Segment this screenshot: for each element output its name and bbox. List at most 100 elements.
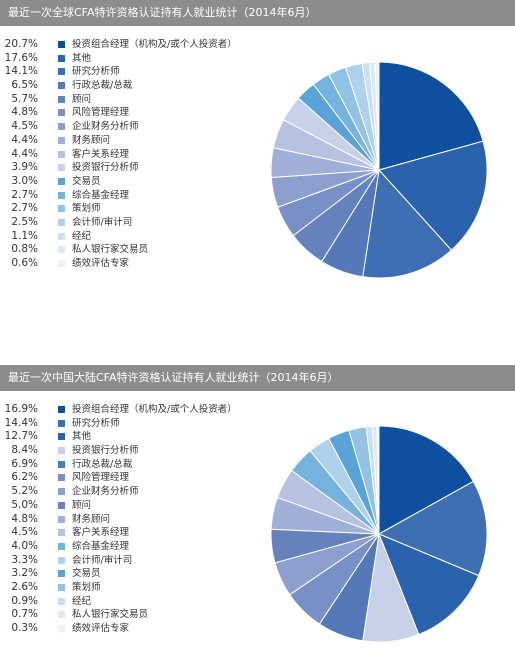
legend-percent: 0.8%: [11, 243, 38, 256]
legend-swatch: [58, 474, 65, 482]
legend-label: 研究分析师: [72, 417, 120, 429]
legend-swatch: [58, 406, 65, 413]
legend-label: 其他: [72, 52, 92, 64]
legend-swatch: [58, 136, 65, 144]
legend-percent: 5.2%: [11, 485, 38, 498]
legend-item: 3.9% 投资银行分析师: [0, 161, 300, 175]
legend-swatch: [58, 205, 65, 213]
legend-percent: 0.7%: [11, 608, 38, 621]
legend-item: 4.8% 财务顾问: [0, 513, 300, 527]
legend-swatch: [58, 597, 65, 605]
legend-item: 4.0% 综合基金经理: [0, 540, 300, 554]
legend-percent: 3.0%: [11, 174, 38, 187]
legend-percent: 17.6%: [4, 51, 38, 64]
legend-item: 2.6% 策划师: [0, 581, 300, 595]
legend-item: 2.7% 综合基金经理: [0, 189, 300, 203]
legend-item: 20.7% 投资组合经理（机构及/或个人投资者）: [0, 38, 300, 52]
legend-percent: 2.7%: [11, 188, 38, 201]
legend-percent: 4.5%: [11, 120, 38, 133]
pie-slice: [374, 61, 380, 171]
legend-label: 风险管理经理: [72, 107, 130, 119]
pie-slice: [376, 425, 380, 535]
legend-label: 经纪: [72, 230, 92, 242]
legend-label: 行政总裁/总裁: [72, 80, 133, 92]
legend-label: 交易员: [72, 175, 101, 187]
legend-percent: 6.5%: [11, 79, 38, 92]
legend-percent: 6.9%: [11, 457, 38, 470]
legend-swatch: [58, 54, 65, 62]
global-chart-panel: 最近一次全球CFA特许资格认证持有人就业统计（2014年6月） 20.7% 投资组…: [0, 0, 515, 279]
legend-percent: 3.3%: [11, 553, 38, 566]
legend-percent: 16.9%: [4, 403, 38, 415]
legend-item: 6.5% 行政总裁/总裁: [0, 79, 300, 93]
chart-title: 最近一次全球CFA特许资格认证持有人就业统计（2014年6月）: [0, 0, 515, 26]
legend-item: 3.2% 交易员: [0, 567, 300, 581]
legend-label: 投资组合经理（机构及/或个人投资者）: [72, 404, 237, 415]
legend-percent: 2.5%: [11, 215, 38, 228]
legend-swatch: [58, 246, 65, 254]
legend-item: 5.2% 企业财务分析师: [0, 485, 300, 499]
legend-label: 投资银行分析师: [72, 445, 139, 457]
legend-item: 0.7% 私人银行家交易员: [0, 608, 300, 622]
legend-label: 投资银行分析师: [72, 162, 139, 174]
legend-swatch: [58, 419, 65, 427]
legend-label: 风险管理经理: [72, 472, 130, 484]
legend-percent: 1.1%: [11, 229, 38, 242]
pie-slice: [378, 533, 480, 636]
legend-label: 顾问: [72, 499, 92, 511]
legend-item: 0.6% 绩效评估专家: [0, 257, 300, 271]
legend-item: 3.3% 会计师/审计司: [0, 554, 300, 568]
legend-label: 客户关系经理: [72, 148, 130, 160]
legend-swatch: [58, 625, 65, 632]
legend-label: 综合基金经理: [72, 189, 130, 201]
pie-slice: [362, 168, 453, 279]
legend-item: 2.7% 策划师: [0, 202, 300, 216]
legend-item: 3.0% 交易员: [0, 175, 300, 189]
legend-swatch: [58, 109, 65, 117]
legend-label: 私人银行家交易员: [72, 609, 149, 621]
legend-label: 企业财务分析师: [72, 486, 139, 498]
legend-swatch: [58, 164, 65, 172]
legend-label: 经纪: [72, 595, 92, 607]
legend-swatch: [58, 150, 65, 158]
legend-item: 4.8% 风险管理经理: [0, 106, 300, 120]
legend-item: 17.6% 其他: [0, 52, 300, 66]
legend-swatch: [58, 611, 65, 619]
legend-percent: 2.6%: [11, 580, 38, 593]
legend-item: 1.1% 经纪: [0, 230, 300, 244]
pie-chart: [270, 425, 488, 643]
legend-percent: 2.7%: [11, 202, 38, 215]
legend-percent: 8.4%: [11, 444, 38, 457]
legend-swatch: [58, 556, 65, 564]
legend-label: 行政总裁/总裁: [72, 458, 133, 470]
legend-swatch: [58, 218, 65, 226]
legend-item: 14.1% 研究分析师: [0, 65, 300, 79]
legend-swatch: [58, 488, 65, 496]
legend-swatch: [58, 177, 65, 185]
legend-percent: 4.4%: [11, 133, 38, 146]
legend-swatch: [58, 433, 65, 441]
pie-slice: [378, 61, 484, 171]
legend-percent: 5.7%: [11, 92, 38, 105]
legend-item: 4.5% 客户关系经理: [0, 526, 300, 540]
legend-percent: 0.9%: [11, 594, 38, 607]
legend-item: 0.8% 私人银行家交易员: [0, 243, 300, 257]
legend-item: 4.5% 企业财务分析师: [0, 120, 300, 134]
legend-label: 策划师: [72, 581, 101, 593]
legend-swatch: [58, 542, 65, 550]
legend-label: 会计师/审计司: [72, 554, 133, 566]
pie-slice: [378, 425, 474, 535]
legend-item: 16.9% 投资组合经理（机构及/或个人投资者）: [0, 403, 300, 417]
legend-label: 财务顾问: [72, 134, 111, 146]
legend-percent: 20.7%: [4, 38, 38, 50]
legend-label: 私人银行家交易员: [72, 244, 149, 256]
chart-legend: 16.9% 投资组合经理（机构及/或个人投资者） 14.4% 研究分析师 12.7% 其他…: [0, 403, 300, 636]
legend-swatch: [58, 460, 65, 468]
legend-swatch: [58, 68, 65, 76]
legend-percent: 0.3%: [11, 622, 38, 634]
legend-label: 会计师/审计司: [72, 216, 133, 228]
legend-percent: 3.2%: [11, 567, 38, 580]
legend-swatch: [58, 529, 65, 537]
legend-item: 2.5% 会计师/审计司: [0, 216, 300, 230]
legend-percent: 0.6%: [11, 257, 38, 269]
